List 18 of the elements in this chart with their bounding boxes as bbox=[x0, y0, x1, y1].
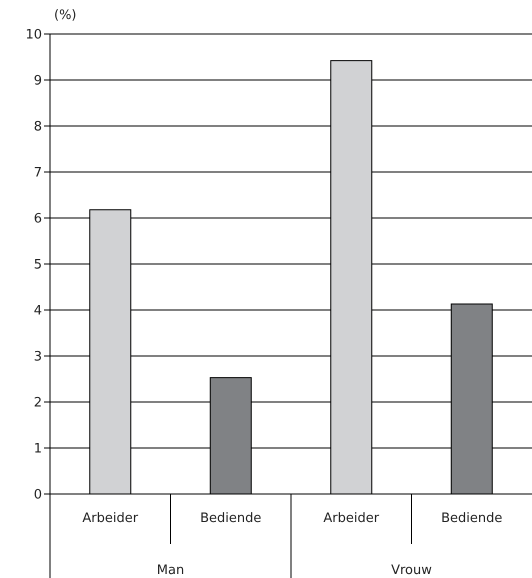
y-axis-title: (%) bbox=[54, 8, 76, 23]
x-tick-label: Arbeider bbox=[323, 511, 380, 526]
y-tick-label: 0 bbox=[34, 488, 42, 503]
y-tick-label: 6 bbox=[34, 212, 42, 227]
text: Vrouw bbox=[391, 563, 432, 578]
y-tick-label: 3 bbox=[34, 350, 42, 365]
y-tick-label: 10 bbox=[25, 28, 42, 43]
y-tick-label: 2 bbox=[34, 396, 42, 411]
y-tick-label: 5 bbox=[34, 258, 42, 273]
y-tick-label: 8 bbox=[34, 120, 42, 135]
x-tick-label: Bediende bbox=[200, 511, 262, 526]
text: Man bbox=[156, 563, 184, 578]
y-tick-label: 4 bbox=[34, 304, 42, 319]
y-tick-label: 9 bbox=[34, 74, 42, 89]
y-tick-label: 1 bbox=[34, 442, 42, 457]
y-tick-label: 7 bbox=[34, 166, 42, 181]
x-tick-label: Arbeider bbox=[82, 511, 139, 526]
x-tick-label: Bediende bbox=[441, 511, 502, 526]
